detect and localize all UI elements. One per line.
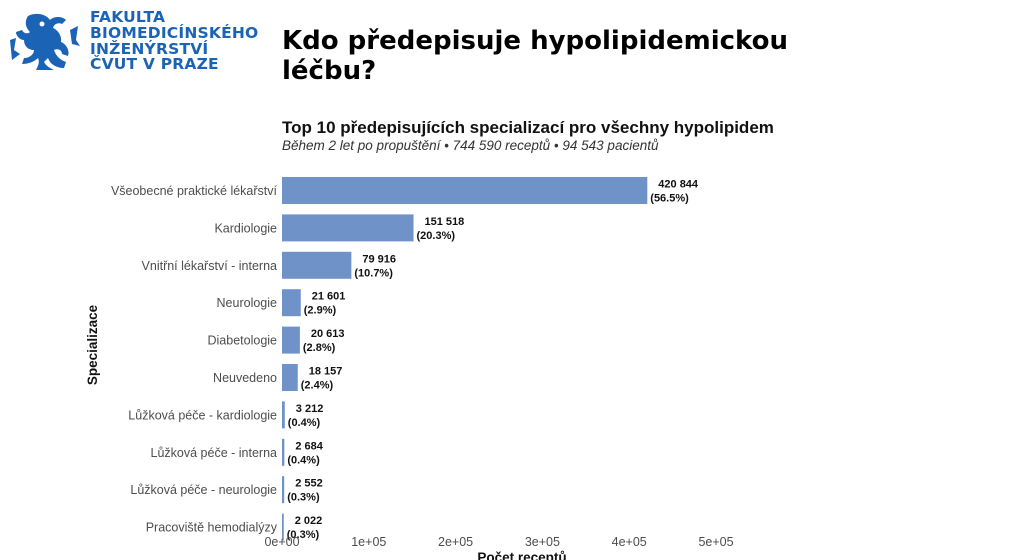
x-tick-label: 3e+05 xyxy=(525,535,560,549)
value-label: 21 601 xyxy=(312,291,346,303)
y-axis-label: Specializace xyxy=(85,304,100,385)
category-label: Lůžková péče - kardiologie xyxy=(128,408,277,422)
value-label: 18 157 xyxy=(309,366,343,378)
category-label: Lůžková péče - interna xyxy=(151,446,278,460)
percent-label: (0.4%) xyxy=(288,417,321,429)
category-label: Kardiologie xyxy=(214,221,277,235)
x-tick-label: 5e+05 xyxy=(698,535,733,549)
value-label: 151 518 xyxy=(425,216,465,228)
value-label: 2 552 xyxy=(295,478,323,490)
slide-title: Kdo předepisuje hypolipidemickou léčbu? xyxy=(282,26,902,86)
category-label: Neuvedeno xyxy=(213,371,277,385)
bar xyxy=(282,214,414,242)
faculty-name-line: FAKULTA xyxy=(90,8,166,26)
value-label: 420 844 xyxy=(658,179,699,191)
faculty-name-line: ČVUT V PRAZE xyxy=(90,55,219,74)
percent-label: (56.5%) xyxy=(650,193,689,205)
value-label: 2 684 xyxy=(295,440,323,452)
percent-label: (2.4%) xyxy=(301,380,334,392)
percent-label: (20.3%) xyxy=(417,230,456,242)
bar xyxy=(282,251,352,279)
slide-title-line: Kdo předepisuje hypolipidemickou xyxy=(282,26,788,56)
category-label: Vnitřní lékařství - interna xyxy=(142,259,278,273)
value-label: 20 613 xyxy=(311,328,345,340)
percent-label: (0.3%) xyxy=(287,492,320,504)
category-label: Neurologie xyxy=(217,296,278,310)
category-label: Všeobecné praktické lékařství xyxy=(111,184,278,198)
bar xyxy=(282,326,300,354)
value-label: 2 022 xyxy=(295,515,323,527)
bar xyxy=(282,177,648,204)
bar xyxy=(282,401,285,429)
x-tick-label: 1e+05 xyxy=(351,535,386,549)
value-label: 79 916 xyxy=(362,253,396,265)
bar xyxy=(282,438,285,466)
chart-title: Top 10 předepisujících specializací pro … xyxy=(282,118,774,137)
faculty-name-line: BIOMEDICÍNSKÉHO xyxy=(90,23,259,42)
lion-crest-icon xyxy=(10,13,80,70)
category-label: Diabetologie xyxy=(208,334,278,348)
x-axis-label: Počet receptů xyxy=(477,550,566,560)
category-label: Pracoviště hemodialýzy xyxy=(146,521,278,535)
chart-subtitle: Během 2 let po propuštění • 744 590 rece… xyxy=(282,138,659,153)
faculty-name-line: INŽENÝRSTVÍ xyxy=(90,39,209,58)
percent-label: (2.9%) xyxy=(304,305,337,317)
percent-label: (0.4%) xyxy=(287,454,320,466)
bar xyxy=(282,289,301,317)
x-tick-label: 0e+00 xyxy=(264,535,299,549)
slide-title-line: léčbu? xyxy=(282,56,377,86)
bar xyxy=(282,513,284,541)
percent-label: (2.8%) xyxy=(303,342,336,354)
percent-label: (0.3%) xyxy=(287,529,320,541)
category-label: Lůžková péče - neurologie xyxy=(130,483,277,497)
x-tick-label: 2e+05 xyxy=(438,535,473,549)
faculty-brand: FAKULTA BIOMEDICÍNSKÉHO INŽENÝRSTVÍ ČVUT… xyxy=(6,8,276,80)
value-label: 3 212 xyxy=(296,403,324,415)
x-tick-label: 4e+05 xyxy=(612,535,647,549)
faculty-name: FAKULTA BIOMEDICÍNSKÉHO INŽENÝRSTVÍ ČVUT… xyxy=(90,8,259,74)
bar xyxy=(282,364,298,391)
percent-label: (10.7%) xyxy=(354,267,393,279)
bar xyxy=(282,476,285,504)
